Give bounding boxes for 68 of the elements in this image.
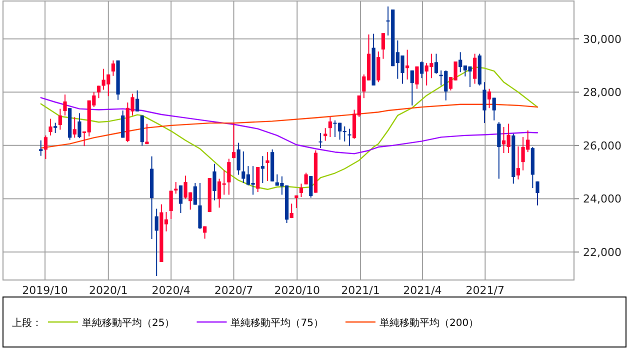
- x-tick-label: 2021/7: [466, 284, 504, 297]
- candlestick: [324, 128, 328, 142]
- candlestick: [434, 53, 438, 74]
- x-tick-label: 2020/4: [152, 284, 190, 297]
- legend-label: 単純移動平均（75）: [230, 317, 324, 329]
- candlestick: [63, 94, 67, 116]
- candlestick: [227, 158, 231, 196]
- candlestick: [48, 118, 52, 136]
- legend-title: 上段：: [12, 317, 42, 329]
- candlestick: [136, 90, 140, 112]
- candlestick: [328, 116, 332, 138]
- x-tick-label: 2019/10: [22, 284, 68, 297]
- candlestick: [78, 112, 82, 139]
- candlestick: [492, 97, 496, 121]
- candlestick: [318, 132, 322, 149]
- y-tick-label: 22,000: [583, 246, 622, 260]
- candlestick: [203, 226, 207, 240]
- candlestick: [415, 66, 419, 90]
- y-tick-label: 26,000: [583, 139, 622, 152]
- legend-label: 単純移動平均（200）: [379, 317, 479, 329]
- candlestick: [169, 190, 173, 220]
- x-tick-label: 2020/7: [214, 284, 254, 297]
- candlestick: [174, 182, 178, 194]
- candlestick: [121, 110, 125, 138]
- candlestick: [236, 142, 240, 176]
- y-tick-label: 30,000: [583, 32, 622, 46]
- candlestick: [260, 156, 264, 184]
- candlestick: [299, 183, 304, 198]
- x-tick-label: 2021/4: [403, 284, 442, 297]
- candlestick: [145, 123, 149, 145]
- candlestick: [536, 180, 540, 206]
- candlestick: [212, 163, 216, 201]
- candlestick: [516, 146, 520, 180]
- candlestick: [54, 122, 58, 134]
- legend-label: 単純移動平均（25）: [82, 317, 175, 329]
- candlestick: [96, 85, 101, 99]
- candlestick: [154, 208, 158, 277]
- candlestick: [198, 182, 202, 230]
- y-tick-label: 24,000: [583, 192, 622, 206]
- candlestick: [39, 140, 43, 156]
- x-tick-label: 2020/10: [274, 284, 320, 297]
- x-tick-label: 2020/1: [89, 284, 128, 297]
- candlestick: [473, 53, 477, 84]
- line-series: [40, 97, 538, 154]
- candlestick: [482, 82, 486, 124]
- candlestick: [348, 128, 352, 147]
- candlestick: [487, 88, 492, 109]
- x-tick-label: 2021/1: [341, 284, 380, 297]
- candlestick: [266, 152, 270, 182]
- candlestick: [381, 32, 386, 60]
- candlestick: [304, 172, 308, 185]
- candlestick: [44, 134, 48, 160]
- candlestick: [256, 166, 260, 193]
- y-tick-label: 28,000: [583, 86, 622, 100]
- candlestick: [193, 182, 197, 206]
- candlestick: [178, 184, 183, 214]
- candlestick: [410, 70, 414, 106]
- candlestick: [497, 122, 501, 180]
- candlestick: [290, 203, 294, 219]
- candlestick: [58, 108, 62, 130]
- candlestick: [72, 116, 76, 138]
- candlestick: [420, 60, 424, 79]
- candlestick: [232, 122, 236, 159]
- candlestick: [111, 60, 116, 76]
- candlestick: [309, 176, 313, 198]
- candlestick: [294, 194, 298, 209]
- candlestick: [376, 50, 380, 83]
- candlestick: [406, 49, 410, 80]
